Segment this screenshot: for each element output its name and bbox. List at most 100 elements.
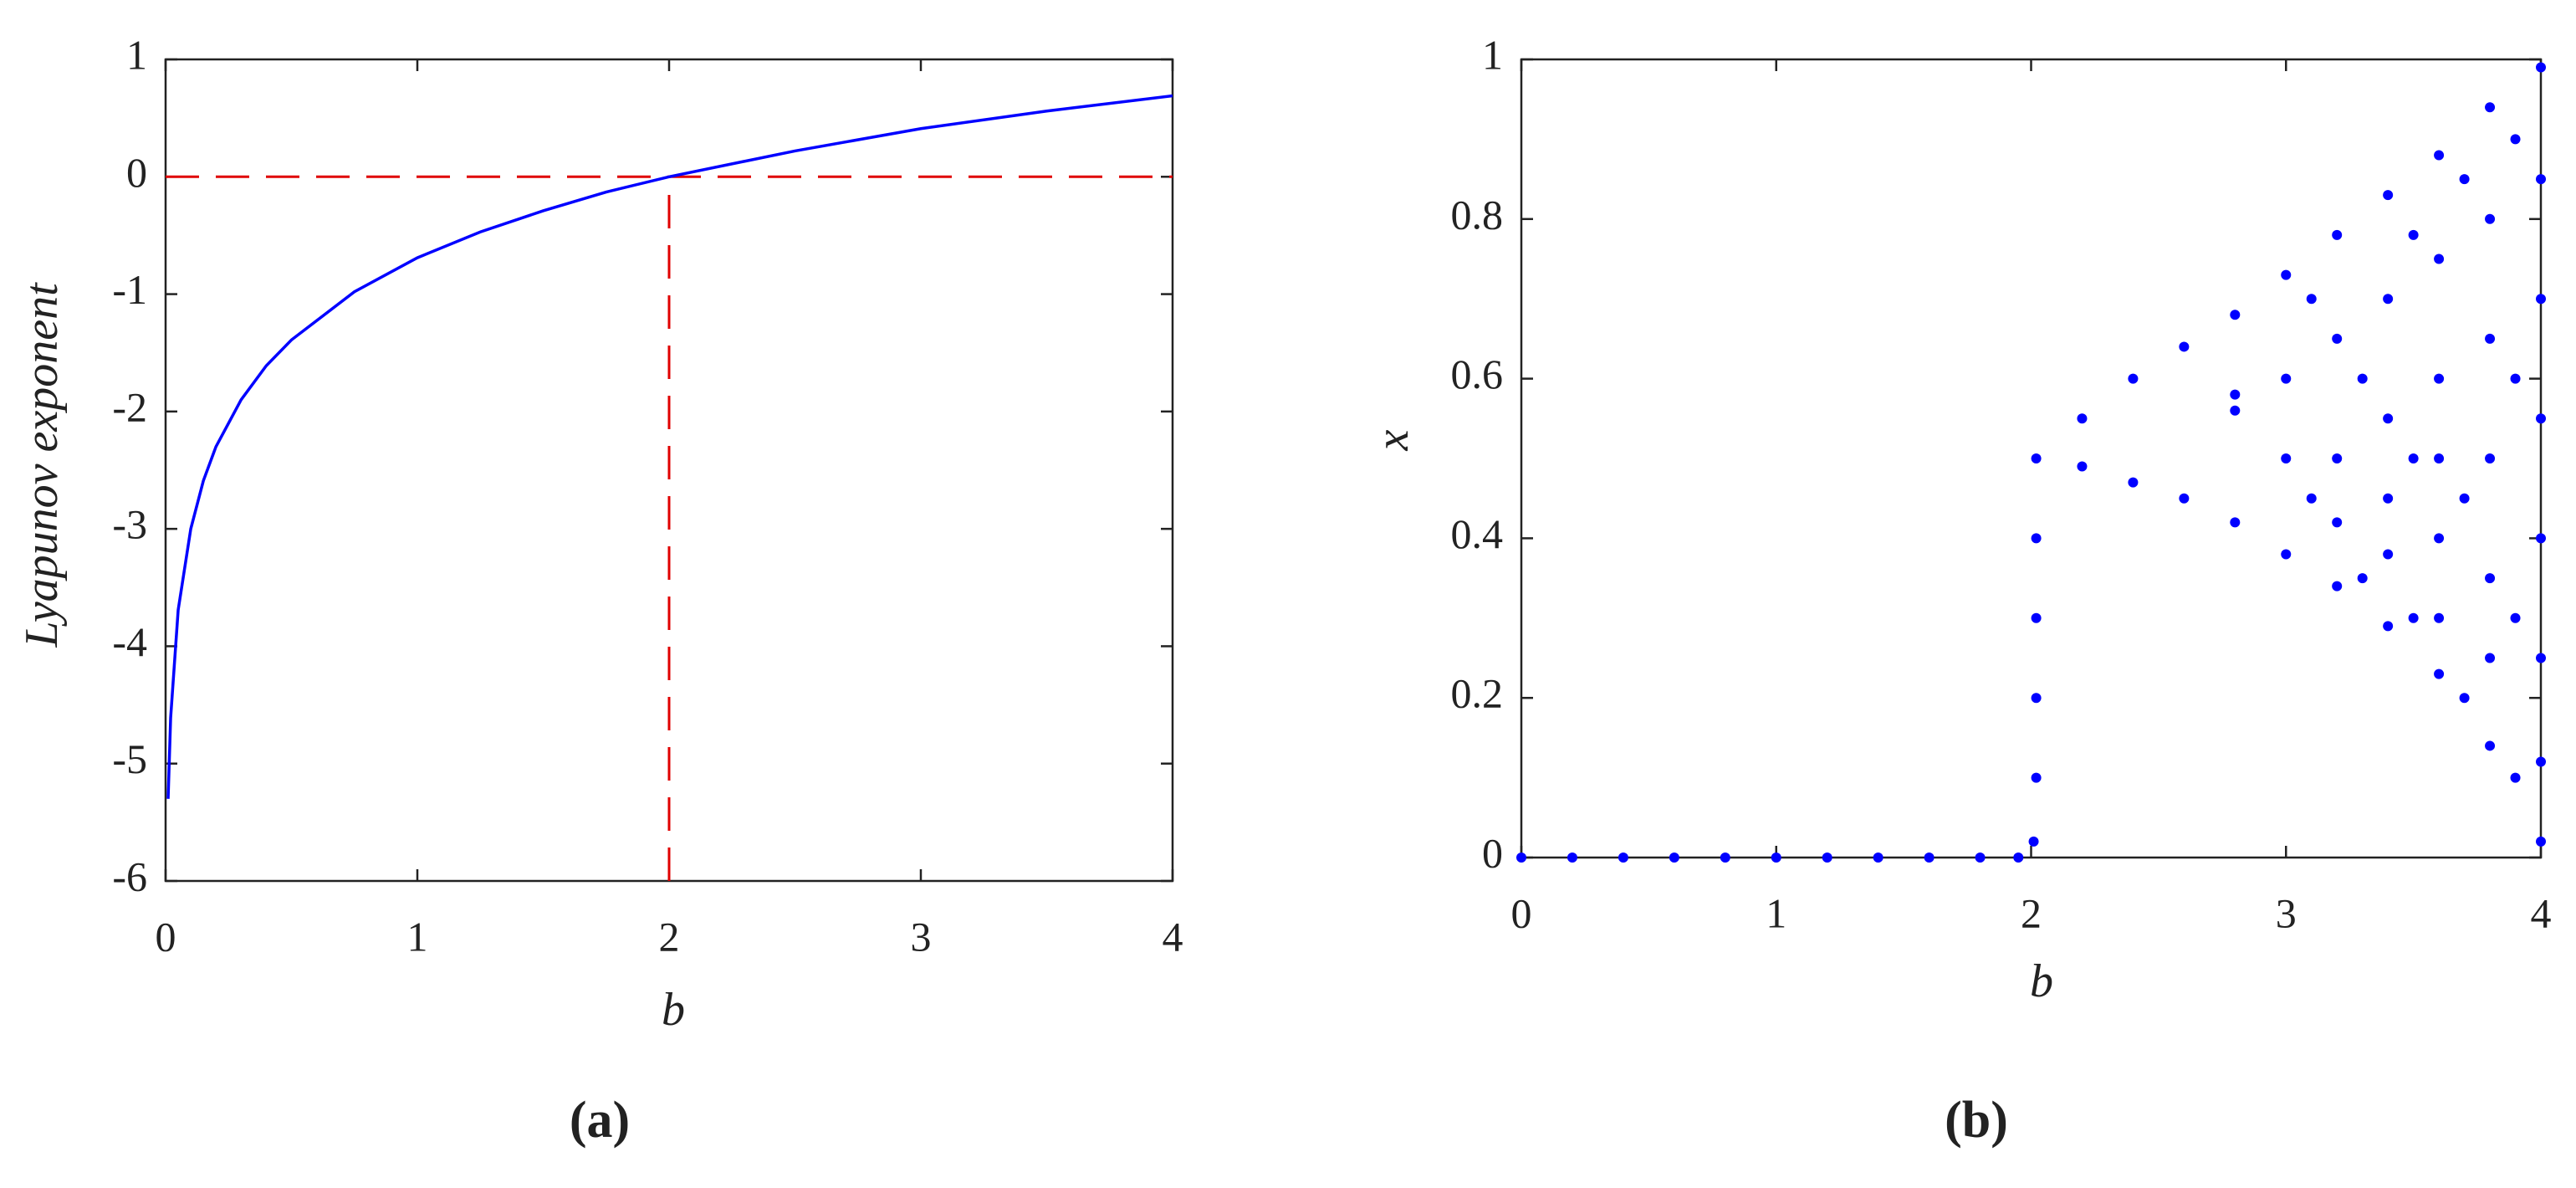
- y-tick-label: 1: [126, 31, 147, 78]
- data-point: [2510, 373, 2521, 384]
- panel-label: (b): [1945, 1092, 2008, 1149]
- data-point: [2128, 373, 2139, 384]
- data-point: [2383, 549, 2394, 560]
- x-tick-label: 0: [156, 913, 176, 960]
- data-point: [2281, 269, 2292, 280]
- data-point: [2485, 653, 2496, 663]
- data-point: [2332, 229, 2343, 240]
- data-point: [2230, 517, 2241, 528]
- data-point: [2485, 333, 2496, 344]
- x-tick-label: 1: [407, 913, 428, 960]
- y-tick-label: 0.6: [1451, 351, 1504, 397]
- data-point: [2031, 453, 2042, 463]
- data-point: [2357, 373, 2368, 384]
- y-tick-label: -3: [112, 501, 147, 548]
- data-point: [2408, 229, 2419, 240]
- data-point: [1720, 853, 1730, 863]
- data-point: [2536, 62, 2546, 73]
- data-point: [2485, 573, 2496, 584]
- data-point: [2281, 549, 2292, 560]
- data-point: [2332, 333, 2343, 344]
- data-point: [1618, 853, 1628, 863]
- data-line: [166, 94, 1173, 799]
- data-point: [2485, 213, 2496, 224]
- data-point: [2028, 836, 2039, 847]
- data-point: [2434, 612, 2445, 623]
- data-point: [2485, 102, 2496, 113]
- x-tick-label: 4: [2531, 889, 2552, 936]
- data-point: [1516, 853, 1526, 863]
- data-point: [2408, 453, 2419, 463]
- y-axis-label: Lyapunov exponent: [16, 282, 68, 648]
- data-point: [1924, 853, 1935, 863]
- y-tick-label: -5: [112, 735, 147, 782]
- data-point: [1567, 853, 1577, 863]
- data-point: [2485, 453, 2496, 463]
- data-point: [2536, 174, 2546, 185]
- y-tick-label: 0: [1482, 829, 1503, 876]
- y-tick-label: 0.8: [1451, 191, 1504, 238]
- data-point: [2536, 756, 2546, 767]
- x-axis-label: b: [662, 984, 685, 1036]
- data-point: [2383, 621, 2394, 632]
- y-tick-label: 1: [1482, 31, 1503, 78]
- y-tick-label: 0: [126, 149, 147, 196]
- data-point: [2536, 294, 2546, 305]
- data-point: [2383, 190, 2394, 201]
- data-point: [2434, 533, 2445, 544]
- panel-label: (a): [570, 1092, 630, 1149]
- x-tick-label: 2: [2021, 889, 2042, 936]
- data-point: [2306, 294, 2317, 305]
- data-point: [2077, 413, 2088, 424]
- data-point: [2179, 341, 2190, 352]
- data-point: [1669, 853, 1679, 863]
- data-point: [2230, 310, 2241, 320]
- data-point: [2077, 461, 2088, 472]
- data-point: [2434, 150, 2445, 161]
- y-axis-label: x: [1367, 429, 1418, 451]
- y-tick-label: -1: [112, 266, 147, 313]
- x-tick-label: 2: [659, 913, 680, 960]
- data-point: [2031, 693, 2042, 704]
- data-point: [2332, 517, 2343, 528]
- y-tick-label: -2: [112, 383, 147, 430]
- data-point: [1873, 853, 1883, 863]
- data-point: [2281, 373, 2292, 384]
- data-point: [2459, 174, 2470, 185]
- x-tick-label: 4: [1163, 913, 1183, 960]
- x-tick-label: 3: [2276, 889, 2297, 936]
- axes-box: [1520, 58, 2543, 859]
- data-point: [2306, 493, 2317, 504]
- data-point: [2031, 533, 2042, 544]
- data-point: [2536, 836, 2546, 847]
- data-point: [2383, 493, 2394, 504]
- data-point: [2031, 772, 2042, 783]
- data-point: [2459, 493, 2470, 504]
- data-point: [2332, 453, 2343, 463]
- data-point: [2357, 573, 2368, 584]
- data-point: [2485, 740, 2496, 751]
- data-point: [2383, 413, 2394, 424]
- data-point: [2536, 653, 2546, 663]
- data-point: [2434, 453, 2445, 463]
- data-point: [1822, 853, 1832, 863]
- x-tick-label: 0: [1511, 889, 1532, 936]
- data-point: [2281, 453, 2292, 463]
- y-tick-label: 0.2: [1451, 670, 1504, 717]
- data-point: [2434, 253, 2445, 264]
- data-point: [2128, 477, 2139, 488]
- data-point: [2510, 134, 2521, 145]
- data-point: [2179, 493, 2190, 504]
- data-point: [2536, 413, 2546, 424]
- data-point: [2459, 693, 2470, 704]
- data-point: [2408, 612, 2419, 623]
- data-point: [2510, 612, 2521, 623]
- data-point: [2230, 389, 2241, 400]
- x-tick-label: 3: [911, 913, 932, 960]
- x-tick-label: 1: [1766, 889, 1786, 936]
- data-point: [2013, 853, 2024, 863]
- y-tick-label: -6: [112, 853, 147, 899]
- data-point: [2332, 581, 2343, 591]
- y-tick-label: 0.4: [1451, 510, 1504, 557]
